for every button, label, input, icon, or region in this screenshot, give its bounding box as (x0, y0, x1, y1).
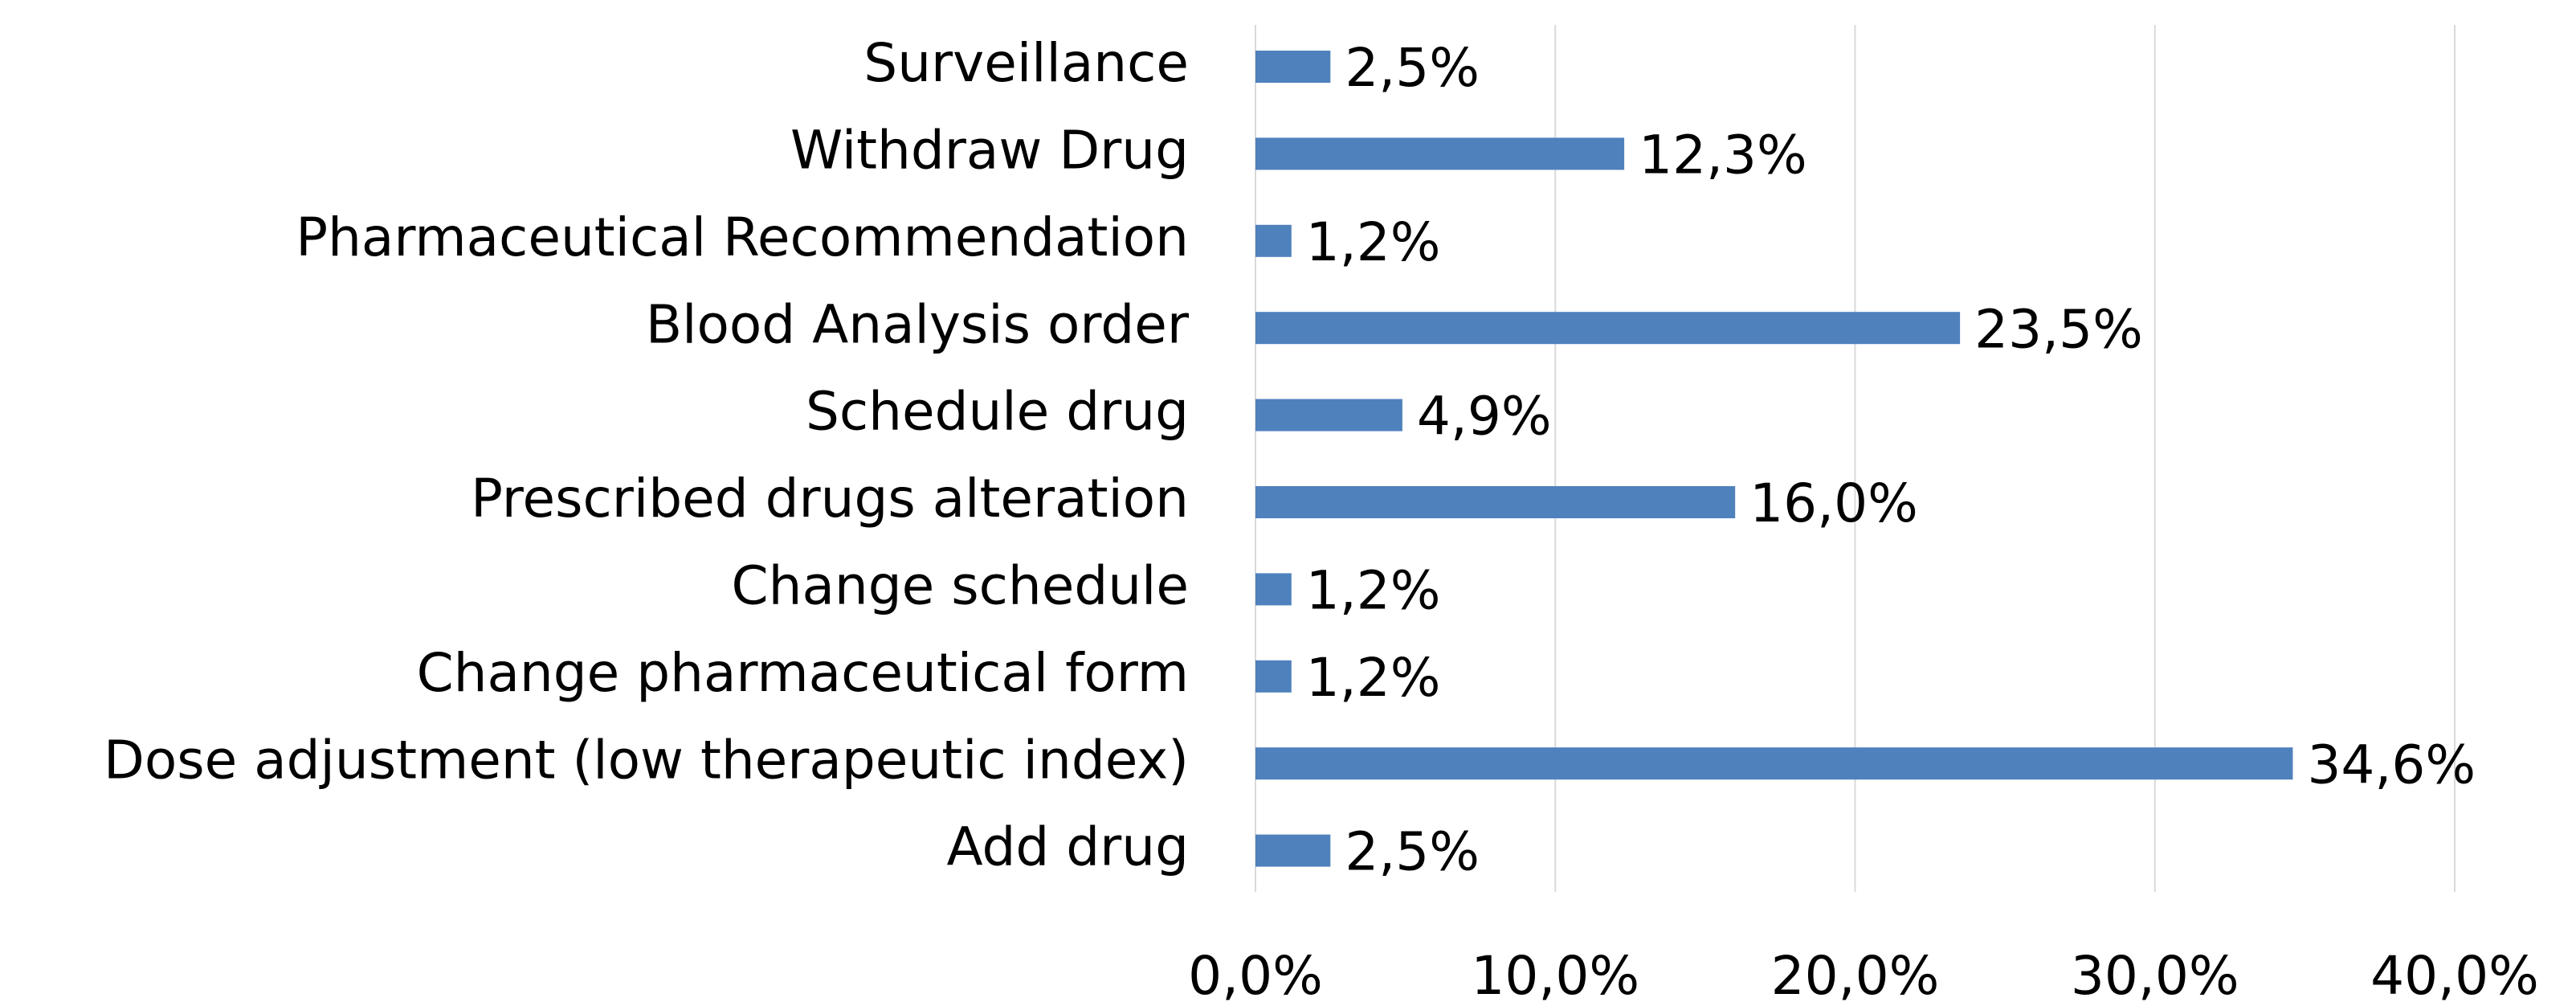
y-tick-label: Prescribed drugs alteration (471, 468, 1189, 530)
value-label: 4,9% (1417, 386, 1552, 448)
value-label: 1,2% (1306, 647, 1441, 709)
value-label: 23,5% (1974, 298, 2143, 360)
y-tick-label: Change schedule (732, 554, 1189, 616)
bar (1255, 486, 1736, 518)
bar (1255, 51, 1331, 83)
y-tick-label: Pharmaceutical Recommendation (296, 207, 1189, 268)
value-label: 34,6% (2307, 734, 2476, 795)
y-tick-label: Blood Analysis order (646, 293, 1190, 355)
y-tick-label: Change pharmaceutical form (417, 642, 1189, 704)
x-tick-label: 30,0% (2071, 945, 2239, 1006)
y-tick-label: Schedule drug (806, 381, 1189, 443)
x-tick-label: 10,0% (1471, 945, 1639, 1006)
x-tick-label: 0,0% (1188, 945, 1323, 1006)
bar (1255, 224, 1292, 257)
value-label: 1,2% (1306, 559, 1441, 621)
bar (1255, 747, 2293, 780)
bar (1255, 834, 1331, 867)
y-tick-label: Surveillance (863, 32, 1189, 94)
y-tick-label: Withdraw Drug (790, 119, 1189, 181)
bar (1255, 399, 1402, 431)
value-label: 2,5% (1345, 37, 1480, 99)
value-label: 16,0% (1749, 472, 1918, 534)
bar (1255, 312, 1961, 345)
bar (1255, 137, 1625, 170)
value-label: 2,5% (1345, 821, 1480, 883)
y-tick-label: Add drug (946, 816, 1189, 878)
bar (1255, 573, 1292, 606)
x-tick-label: 40,0% (2370, 945, 2539, 1006)
value-label: 12,3% (1639, 124, 1807, 186)
x-tick-label: 20,0% (1771, 945, 1940, 1006)
bar (1255, 660, 1292, 693)
value-label: 1,2% (1306, 211, 1441, 273)
y-tick-label: Dose adjustment (low therapeutic index) (104, 729, 1189, 791)
